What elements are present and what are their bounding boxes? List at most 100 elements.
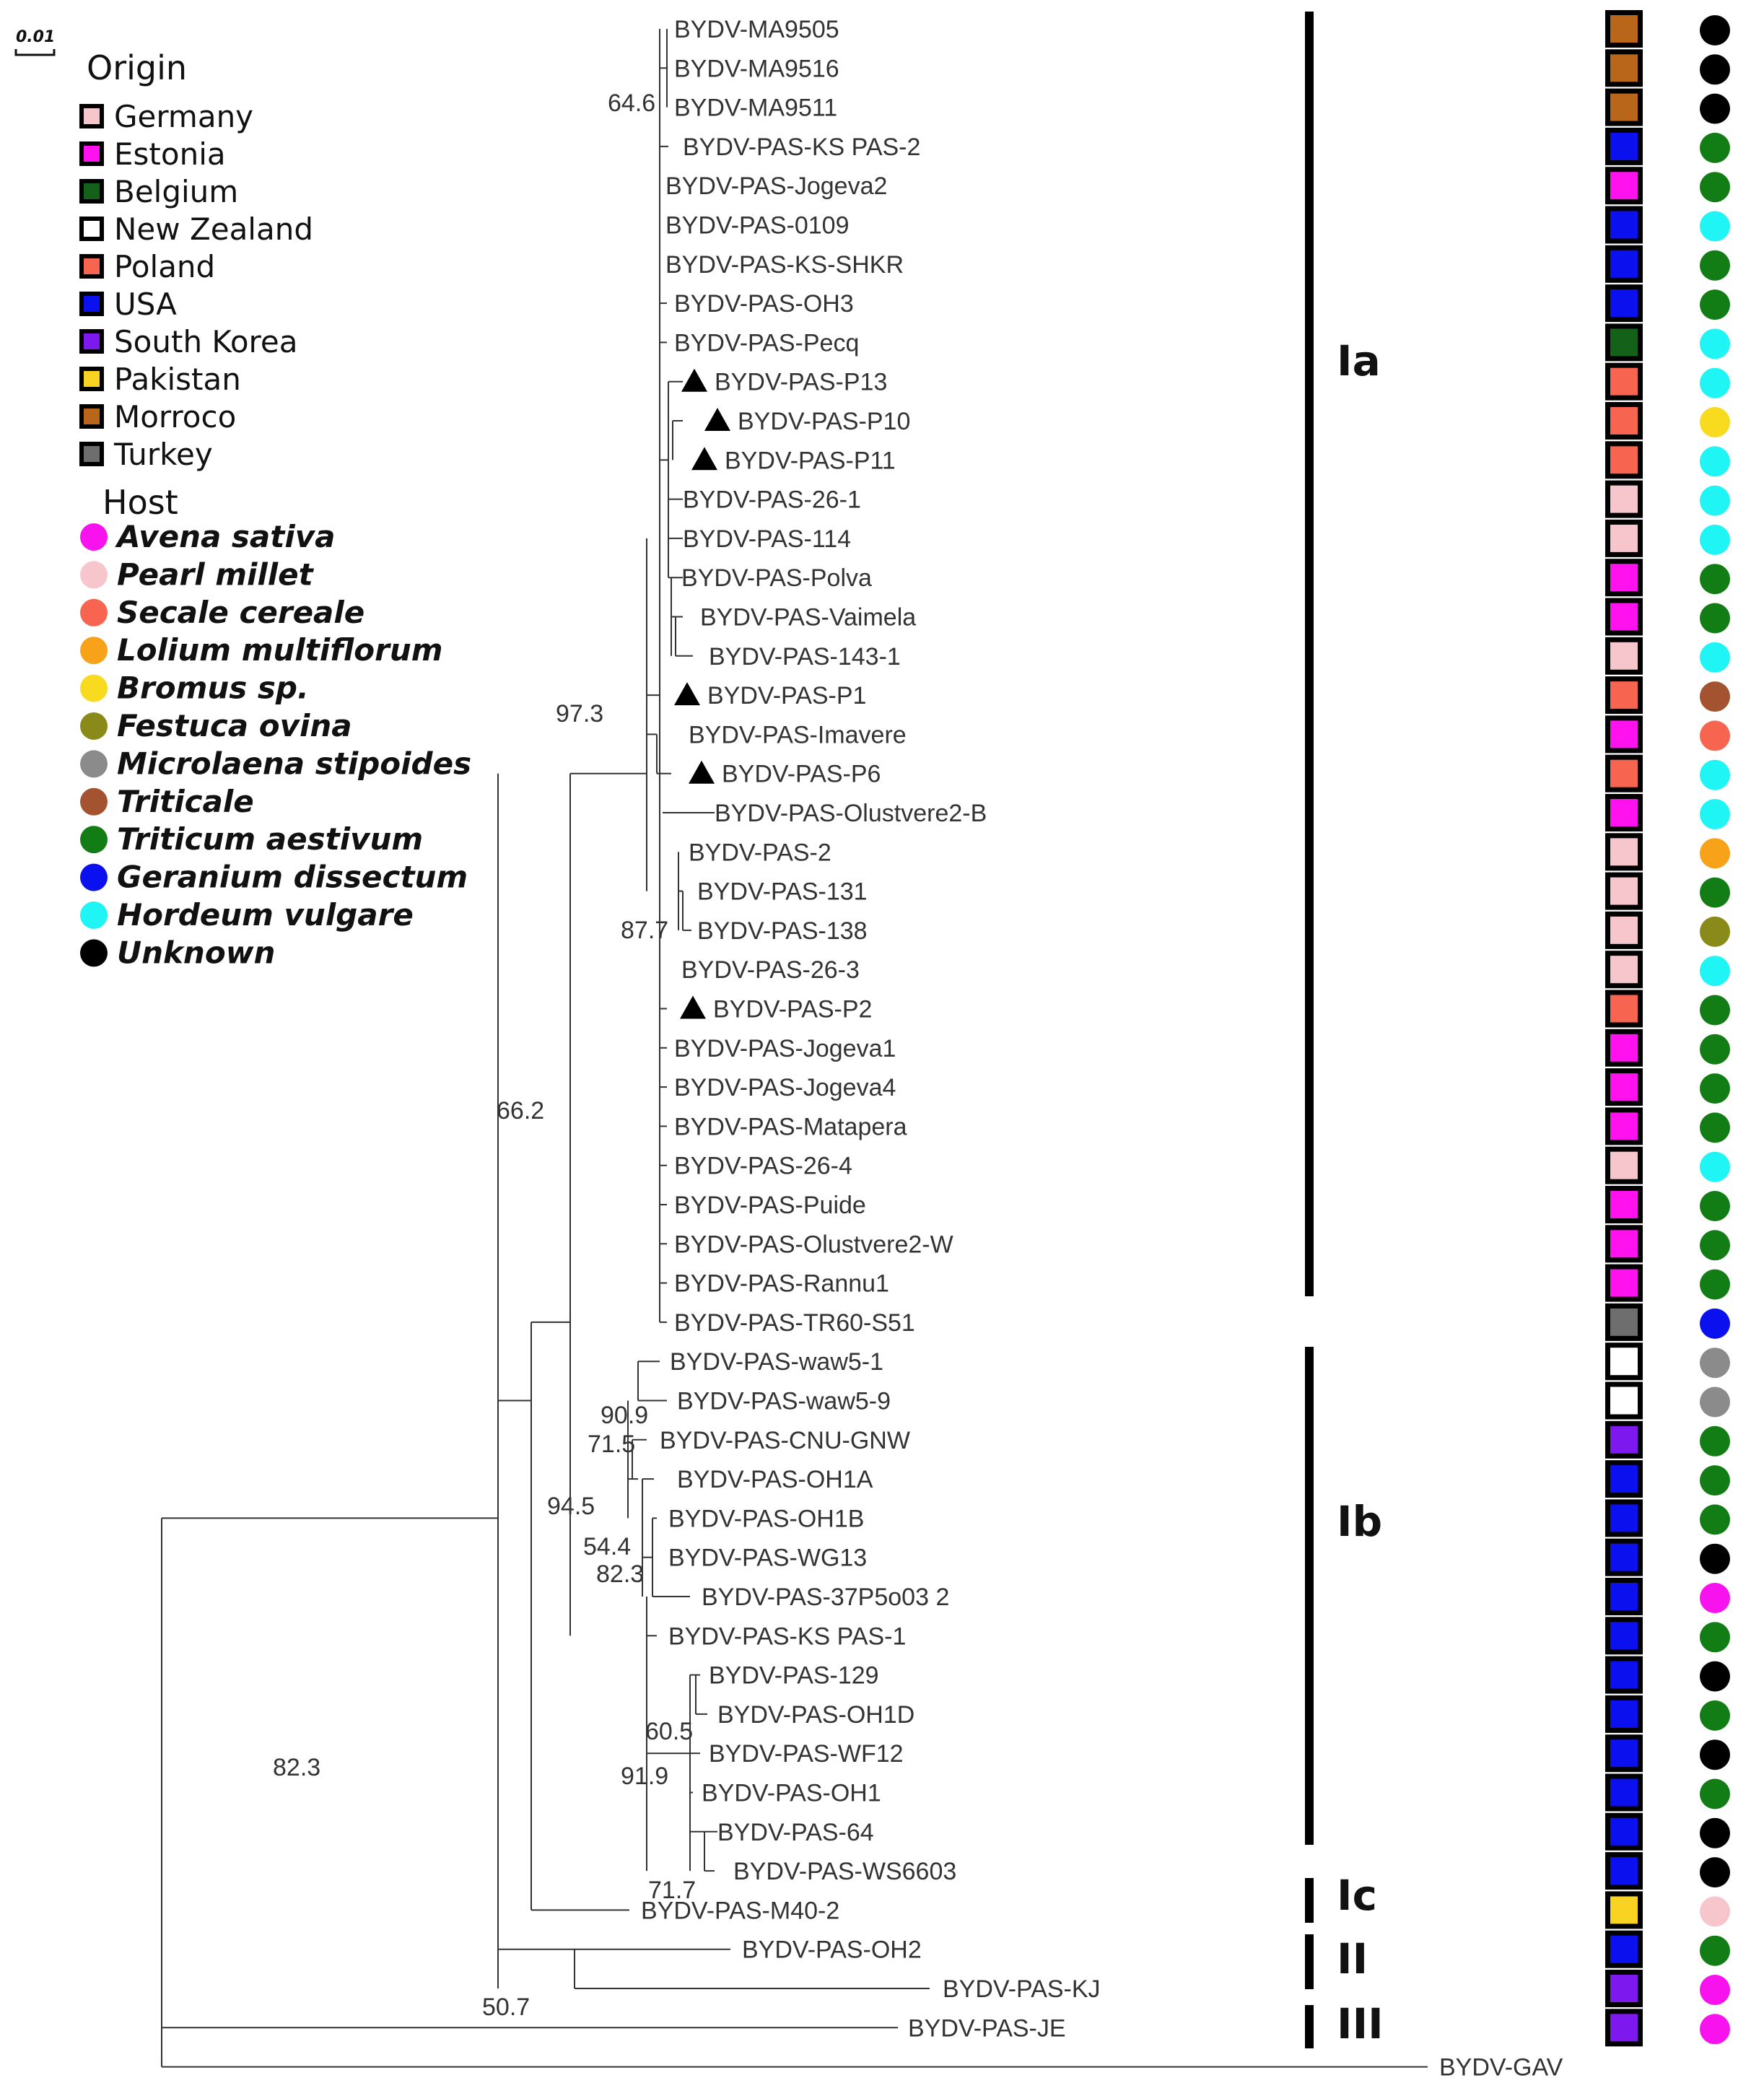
support-value: 71.7 bbox=[648, 1877, 696, 1904]
support-value: 82.3 bbox=[596, 1560, 644, 1588]
host-legend-item: Pearl millet bbox=[80, 556, 315, 592]
origin-square-poland bbox=[1610, 446, 1638, 474]
host-dot-triticale bbox=[1700, 681, 1730, 712]
origin-square-usa bbox=[1610, 211, 1638, 239]
origin-legend-item: Morroco bbox=[79, 399, 236, 435]
host-dot-triticum-aestivum bbox=[1700, 1935, 1730, 1966]
origin-square-estonia bbox=[1610, 1269, 1638, 1297]
clade-label-ii: II bbox=[1337, 1934, 1368, 1983]
clade-bar-ib bbox=[1305, 1347, 1314, 1845]
host-dot-unknown bbox=[1700, 15, 1730, 45]
leaf-label: BYDV-MA9516 bbox=[674, 55, 839, 82]
leaf-label: BYDV-PAS-Jogeva1 bbox=[674, 1035, 896, 1062]
host-dot-geranium-dissectum bbox=[1700, 1308, 1730, 1339]
host-legend-label: Geranium dissectum bbox=[117, 860, 468, 895]
host-legend-label: Triticale bbox=[117, 784, 254, 819]
host-dot-triticum-aestivum bbox=[1700, 1073, 1730, 1104]
origin-square-new-zealand bbox=[1610, 1387, 1638, 1415]
origin-square-estonia bbox=[1610, 564, 1638, 592]
support-value: 50.7 bbox=[482, 1994, 530, 2021]
support-value: 82.3 bbox=[273, 1754, 320, 1781]
leaf-label: BYDV-PAS-WS6603 bbox=[733, 1858, 956, 1885]
host-dot-unknown bbox=[1700, 1817, 1730, 1848]
leaf-label: BYDV-PAS-KS PAS-2 bbox=[683, 134, 920, 161]
legend-dot bbox=[80, 826, 108, 854]
origin-square-estonia bbox=[1610, 603, 1638, 631]
origin-square-new-zealand bbox=[1610, 1348, 1638, 1376]
host-dot-hordeum-vulgare bbox=[1700, 642, 1730, 673]
host-legend-item: Bromus sp. bbox=[80, 671, 309, 706]
legend-swatch bbox=[84, 333, 100, 349]
origin-square-usa bbox=[1610, 1543, 1638, 1571]
host-legend-item: Triticum aestivum bbox=[80, 821, 423, 857]
origin-legend-label: Belgium bbox=[114, 174, 238, 209]
leaf-label: BYDV-PAS-0109 bbox=[665, 212, 850, 240]
leaf-bydv-pas-oh1d: BYDV-PAS-OH1D bbox=[717, 1695, 1730, 1733]
legend-dot bbox=[80, 674, 108, 702]
host-dot-unknown bbox=[1700, 54, 1730, 85]
legend-dot bbox=[80, 863, 108, 891]
host-dot-hordeum-vulgare bbox=[1700, 1151, 1730, 1182]
host-dot-hordeum-vulgare bbox=[1700, 524, 1730, 555]
leaf-label: BYDV-PAS-waw5-9 bbox=[677, 1388, 891, 1415]
leaf-bydv-pas-jogeva1: BYDV-PAS-Jogeva1 bbox=[674, 1029, 1730, 1067]
legend-swatch bbox=[84, 409, 100, 424]
host-legend-label: Unknown bbox=[117, 935, 275, 970]
leaf-label: BYDV-PAS-2 bbox=[689, 839, 831, 866]
origin-square-poland bbox=[1610, 407, 1638, 435]
leaf-label: BYDV-PAS-Vaimela bbox=[700, 604, 916, 632]
host-dot-pearl-millet bbox=[1700, 1896, 1730, 1927]
origin-square-poland bbox=[1610, 759, 1638, 787]
leaf-bydv-pas-2: BYDV-PAS-2 bbox=[689, 833, 1730, 871]
host-dot-hordeum-vulgare bbox=[1700, 759, 1730, 790]
leaf-label: BYDV-PAS-OH1B bbox=[668, 1505, 864, 1532]
leaf-label: BYDV-PAS-KS-SHKR bbox=[665, 251, 904, 279]
leaf-bydv-pas-oh1a: BYDV-PAS-OH1A bbox=[677, 1460, 1730, 1498]
leaf-label: BYDV-GAV bbox=[1439, 2054, 1563, 2082]
leaf-bydv-pas-rannu1: BYDV-PAS-Rannu1 bbox=[674, 1264, 1730, 1302]
leaf-bydv-pas-p6: BYDV-PAS-P6 bbox=[689, 754, 1730, 792]
host-dot-triticum-aestivum bbox=[1700, 1700, 1730, 1731]
leaf-label: BYDV-PAS-Jogeva4 bbox=[674, 1074, 896, 1101]
origin-legend-item: USA bbox=[79, 287, 177, 322]
origin-square-usa bbox=[1610, 1661, 1638, 1689]
host-dot-avena-sativa bbox=[1700, 1975, 1730, 2005]
origin-square-morroco bbox=[1610, 54, 1638, 82]
leaf-label: BYDV-PAS-P1 bbox=[707, 682, 866, 709]
leaf-bydv-pas-138: BYDV-PAS-138 bbox=[697, 911, 1730, 949]
leaf-label: BYDV-PAS-JE bbox=[908, 2014, 1066, 2042]
origin-legend-label: USA bbox=[114, 287, 177, 322]
host-dot-avena-sativa bbox=[1700, 1583, 1730, 1613]
origin-legend-item: Poland bbox=[79, 249, 215, 284]
leaf-bydv-pas-imavere: BYDV-PAS-Imavere bbox=[689, 715, 1730, 754]
origin-square-belgium bbox=[1610, 328, 1638, 357]
origin-square-poland bbox=[1610, 367, 1638, 396]
legend-dot bbox=[80, 939, 108, 967]
leaf-bydv-pas-ks-pas-2: BYDV-PAS-KS PAS-2 bbox=[683, 127, 1730, 165]
origin-legend-label: South Korea bbox=[114, 324, 297, 359]
legend-swatch bbox=[84, 258, 100, 274]
leaf-bydv-pas-p10: BYDV-PAS-P10 bbox=[704, 402, 1730, 440]
origin-square-estonia bbox=[1610, 1191, 1638, 1218]
leaf-bydv-pas-64: BYDV-PAS-64 bbox=[717, 1812, 1730, 1851]
leaf-bydv-pas-oh1b: BYDV-PAS-OH1B bbox=[668, 1499, 1730, 1537]
scale-bar-label: 0.01 bbox=[16, 28, 55, 46]
origin-square-usa bbox=[1610, 1622, 1638, 1650]
origin-square-estonia bbox=[1610, 720, 1638, 748]
leaf-bydv-pas-waw5-1: BYDV-PAS-waw5-1 bbox=[670, 1342, 1730, 1381]
clade-bar-iii bbox=[1305, 2005, 1314, 2048]
leaf-bydv-pas-olustvere2-w: BYDV-PAS-Olustvere2-W bbox=[674, 1225, 1730, 1263]
legend-dot bbox=[80, 787, 108, 816]
leaf-bydv-pas-je: BYDV-PAS-JE bbox=[908, 2009, 1730, 2047]
clade-bar-ia bbox=[1305, 12, 1314, 1296]
origin-legend-item: Estonia bbox=[79, 136, 226, 172]
origin-legend-label: Germany bbox=[114, 99, 253, 134]
origin-square-germany bbox=[1610, 1151, 1638, 1179]
origin-legend-title: Origin bbox=[87, 48, 187, 87]
host-dot-triticum-aestivum bbox=[1700, 1465, 1730, 1496]
leaf-bydv-pas-tr60-s51: BYDV-PAS-TR60-S51 bbox=[674, 1303, 1730, 1341]
host-legend-label: Avena sativa bbox=[115, 519, 335, 554]
origin-square-usa bbox=[1610, 289, 1638, 318]
support-value: 91.9 bbox=[621, 1763, 668, 1790]
host-dot-microlaena-stipoides bbox=[1700, 1348, 1730, 1379]
